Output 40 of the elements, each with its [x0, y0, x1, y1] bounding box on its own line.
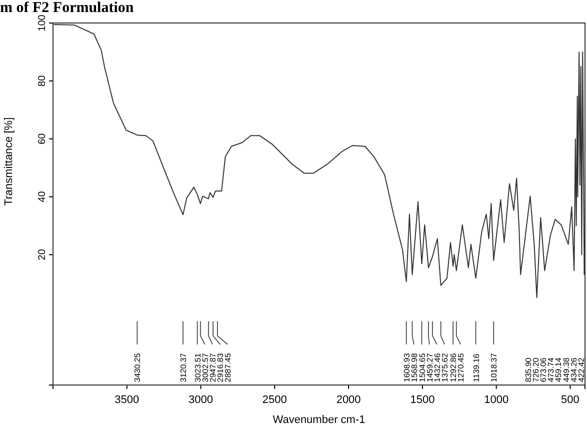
x-tick-label: 3500 [114, 394, 140, 406]
x-tick-label: 3000 [188, 394, 214, 406]
annotation: 422.42 [577, 357, 586, 382]
annotation: 1018.37 [490, 352, 499, 382]
y-axis-title: Transmittance [%] [3, 117, 15, 206]
annotation: 1139.16 [472, 353, 481, 382]
y-tick-label: 60 [37, 132, 48, 144]
annotation: 3002.57 [200, 352, 210, 382]
x-tick-label: 1500 [410, 394, 435, 406]
annotation: 1292.86 [449, 352, 458, 382]
x-tick-label: 500 [561, 394, 580, 406]
annotation: 726.20 [531, 357, 540, 382]
annotation: 2947.87 [208, 352, 218, 382]
y-tick-label: 40 [37, 190, 48, 202]
annotation: 3120.37 [178, 352, 188, 382]
annotation: 1608.93 [402, 352, 412, 382]
annotation: 1504.65 [418, 352, 427, 382]
y-tick-label: 100 [37, 14, 48, 32]
annotation: 3430.25 [133, 352, 142, 382]
annotation: 3023.51 [193, 352, 202, 382]
x-tick-label: 2000 [336, 394, 361, 406]
annotation: 1432.46 [432, 352, 442, 382]
chart-title: m of F2 Formulation [0, 0, 134, 16]
x-tick-label: 2500 [262, 394, 287, 406]
annotation: 1459.27 [425, 352, 434, 382]
y-tick-label: 20 [37, 248, 48, 260]
annotation: 2916.83 [216, 352, 226, 382]
annotation: 1568.98 [410, 352, 419, 382]
annotation: 449.38 [562, 357, 571, 382]
annotation: 1270.45 [456, 352, 466, 382]
annotation: 2887.45 [224, 352, 233, 382]
y-tick-label: 80 [37, 74, 48, 86]
x-axis-title: Wavenumber cm-1 [272, 414, 366, 426]
x-tick-label: 1000 [484, 394, 509, 406]
annotation: 673.06 [539, 357, 548, 382]
annotation: 434.26 [569, 357, 578, 382]
annotation: 473.74 [546, 357, 556, 382]
annotation: 459.14 [554, 357, 564, 382]
annotation: 1375.62 [440, 352, 450, 382]
annotation: 835.90 [524, 357, 533, 382]
